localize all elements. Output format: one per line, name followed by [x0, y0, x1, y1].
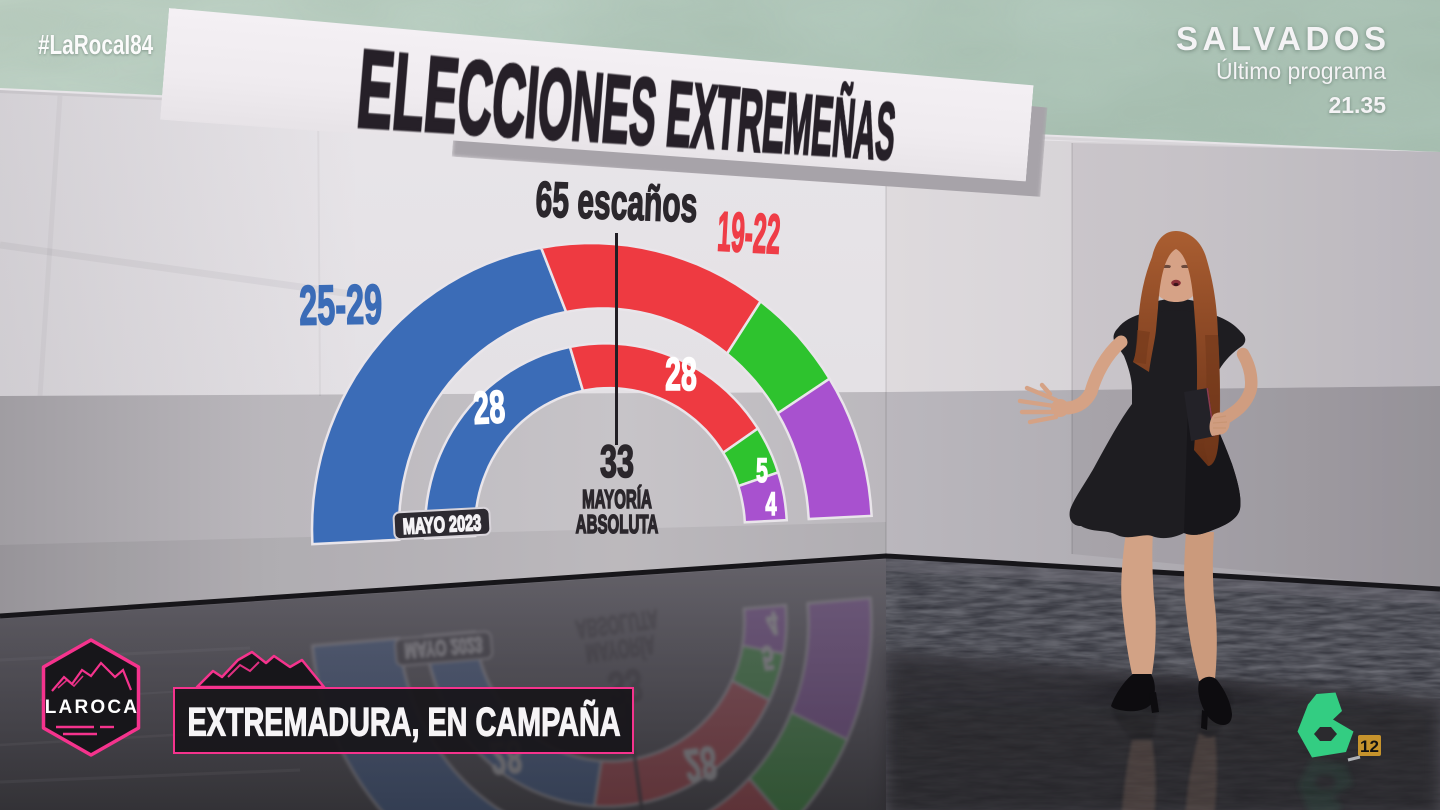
svg-text:LAROCA: LAROCA: [45, 697, 139, 718]
svg-text:12: 12: [1360, 737, 1379, 756]
